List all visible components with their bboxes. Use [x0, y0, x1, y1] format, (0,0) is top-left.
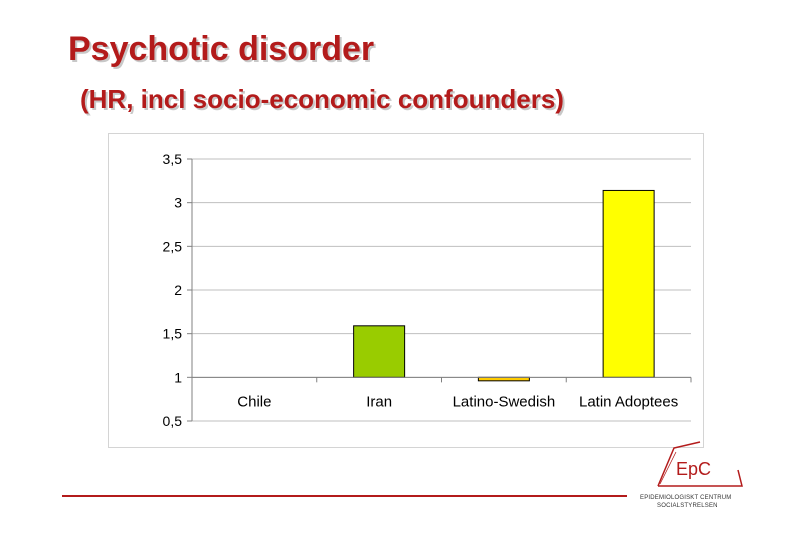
- logo-line-1: EPIDEMIOLOGISKT CENTRUM: [640, 495, 732, 501]
- epc-logo: EpC EPIDEMIOLOGISKT CENTRUM SOCIALSTYREL…: [630, 440, 760, 515]
- y-tick-label: 3,5: [163, 151, 183, 167]
- logo-emblem: [657, 441, 743, 487]
- y-tick-label: 1: [174, 369, 182, 385]
- logo-line-2: SOCIALSTYRELSEN: [657, 503, 718, 509]
- slide-subtitle: (HR, incl socio-economic confounders): [80, 84, 564, 114]
- logo-mark: EpC: [676, 459, 712, 479]
- x-tick-label: Iran: [366, 393, 392, 410]
- y-tick-label: 2,5: [163, 238, 183, 254]
- bar-iran: [353, 325, 406, 378]
- y-tick-label: 1,5: [163, 326, 183, 342]
- x-tick-label: Latino-Swedish: [453, 393, 556, 410]
- x-tick-label: Latin Adoptees: [579, 393, 678, 410]
- bar-latin-adoptees: [602, 189, 655, 378]
- slide-title: Psychotic disorder: [68, 30, 375, 68]
- x-tick-label: Chile: [237, 393, 271, 410]
- footer-divider: [62, 495, 627, 497]
- bar-chart: 0,5 1 1,5 2 2,5 3 3,5 Chile Iran Latino-Swedish L…: [163, 151, 692, 429]
- bars: [353, 189, 655, 382]
- y-tick-label: 0,5: [163, 413, 183, 429]
- y-tick-label: 3: [174, 195, 182, 211]
- chart-frame: 0,5 1 1,5 2 2,5 3 3,5 Chile Iran Latino-Swedish L…: [108, 133, 704, 448]
- x-axis-labels: Chile Iran Latino-Swedish Latin Adoptees: [192, 376, 692, 410]
- y-tick-label: 2: [174, 282, 182, 298]
- bar-latino-swedish: [477, 376, 530, 382]
- y-axis: 0,5 1 1,5 2 2,5 3 3,5: [163, 151, 193, 429]
